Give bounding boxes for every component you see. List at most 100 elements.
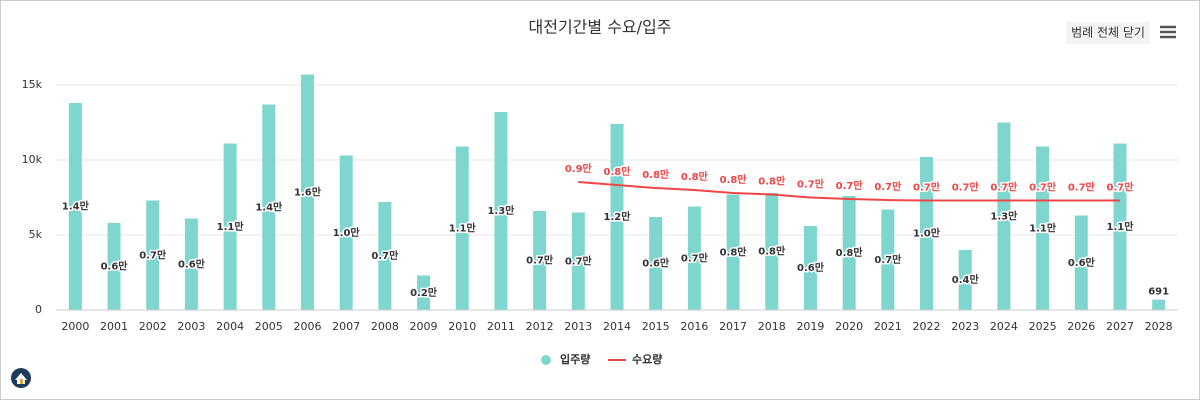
x-tick-label: 2026 bbox=[1067, 320, 1095, 333]
y-tick-label: 15k bbox=[22, 78, 43, 91]
x-tick-label: 2009 bbox=[410, 320, 438, 333]
data-label: 0.7만 bbox=[990, 181, 1018, 194]
bar bbox=[765, 193, 779, 310]
data-label: 0.6만 bbox=[1068, 256, 1096, 269]
data-label: 1.2만 bbox=[604, 210, 632, 223]
data-label: 0.7만 bbox=[371, 249, 399, 262]
bar bbox=[184, 218, 198, 310]
data-label: 0.7만 bbox=[874, 253, 902, 266]
data-label: 1.1만 bbox=[1029, 221, 1057, 234]
bar bbox=[146, 200, 160, 310]
data-label: 1.1만 bbox=[217, 220, 245, 233]
bar bbox=[1113, 143, 1127, 310]
bar bbox=[223, 143, 237, 310]
x-tick-label: 2006 bbox=[293, 320, 321, 333]
data-label: 0.7만 bbox=[1029, 181, 1057, 194]
data-label: 0.8만 bbox=[681, 170, 709, 183]
x-tick-label: 2004 bbox=[216, 320, 244, 333]
y-tick-label: 10k bbox=[22, 153, 43, 166]
x-tick-label: 2002 bbox=[139, 320, 167, 333]
data-label: 0.7만 bbox=[1068, 181, 1096, 194]
data-label: 0.7만 bbox=[139, 248, 167, 261]
x-tick-label: 2011 bbox=[487, 320, 515, 333]
y-tick-label: 5k bbox=[29, 228, 43, 241]
bar bbox=[494, 112, 508, 310]
x-tick-label: 2014 bbox=[603, 320, 631, 333]
data-label: 0.7만 bbox=[874, 180, 902, 193]
x-tick-label: 2019 bbox=[796, 320, 824, 333]
data-label: 0.7만 bbox=[526, 254, 554, 267]
bar bbox=[107, 223, 121, 310]
bar bbox=[687, 206, 701, 310]
data-label: 0.8만 bbox=[720, 245, 748, 258]
legend-toggle-button[interactable] bbox=[1066, 22, 1150, 44]
data-label: 0.2만 bbox=[410, 286, 438, 299]
data-label: 0.7만 bbox=[681, 251, 709, 264]
bar bbox=[649, 217, 663, 310]
data-label: 0.8만 bbox=[758, 175, 786, 188]
chart-title: 대전기간별 수요/입주 bbox=[529, 18, 672, 37]
data-label: 0.7만 bbox=[836, 179, 864, 192]
x-tick-label: 2012 bbox=[526, 320, 554, 333]
bar bbox=[726, 194, 740, 310]
x-tick-label: 2008 bbox=[371, 320, 399, 333]
y-tick-label: 0 bbox=[35, 303, 42, 316]
x-tick-label: 2016 bbox=[680, 320, 708, 333]
legend-toggle-label[interactable]: 범례 전체 닫기 bbox=[1071, 26, 1145, 40]
data-label: 0.8만 bbox=[758, 245, 786, 258]
data-label: 0.9만 bbox=[565, 162, 593, 175]
bar bbox=[920, 157, 934, 310]
x-tick-label: 2010 bbox=[448, 320, 476, 333]
menu-icon[interactable] bbox=[1160, 25, 1176, 39]
bar bbox=[455, 146, 469, 310]
data-label: 0.8만 bbox=[604, 165, 632, 178]
data-label: 0.6만 bbox=[642, 257, 670, 270]
bar bbox=[1152, 299, 1166, 310]
data-label: 1.0만 bbox=[333, 226, 361, 239]
data-label: 1.0만 bbox=[913, 227, 941, 240]
data-label: 1.4만 bbox=[255, 200, 283, 213]
data-label: 0.4만 bbox=[952, 273, 980, 286]
x-tick-label: 2020 bbox=[835, 320, 863, 333]
x-tick-label: 2003 bbox=[177, 320, 205, 333]
x-tick-label: 2028 bbox=[1145, 320, 1173, 333]
data-label: 1.1만 bbox=[1107, 220, 1135, 233]
bar bbox=[339, 155, 353, 310]
line bbox=[578, 181, 1120, 202]
data-label: 0.7만 bbox=[952, 181, 980, 194]
bar bbox=[803, 226, 817, 310]
data-label: 0.8만 bbox=[720, 173, 748, 186]
x-tick-label: 2024 bbox=[990, 320, 1018, 333]
data-label: 0.7만 bbox=[1107, 181, 1135, 194]
data-label: 0.6만 bbox=[797, 261, 825, 274]
x-tick-label: 2018 bbox=[758, 320, 786, 333]
x-tick-label: 2023 bbox=[951, 320, 979, 333]
bar bbox=[417, 275, 431, 310]
bar bbox=[610, 124, 624, 310]
x-tick-label: 2005 bbox=[255, 320, 283, 333]
data-label: 0.6만 bbox=[178, 257, 206, 270]
data-label: 0.8만 bbox=[836, 246, 864, 259]
data-label: 1.6만 bbox=[294, 185, 322, 198]
bar bbox=[1074, 215, 1088, 310]
x-tick-label: 2022 bbox=[913, 320, 941, 333]
x-tick-label: 2001 bbox=[100, 320, 128, 333]
x-tick-label: 2017 bbox=[719, 320, 747, 333]
data-label: 0.7만 bbox=[913, 181, 941, 194]
data-label: 1.1만 bbox=[449, 221, 477, 234]
logo-icon bbox=[11, 368, 31, 388]
x-tick-label: 2021 bbox=[874, 320, 902, 333]
data-label: 0.7만 bbox=[565, 254, 593, 267]
data-label: 0.6만 bbox=[101, 260, 129, 273]
bar bbox=[958, 250, 972, 310]
data-label: 691 bbox=[1148, 287, 1169, 298]
bar bbox=[571, 212, 585, 310]
x-tick-label: 2013 bbox=[564, 320, 592, 333]
x-tick-label: 2007 bbox=[332, 320, 360, 333]
bar bbox=[68, 103, 82, 310]
data-label: 1.4만 bbox=[62, 200, 90, 213]
bar bbox=[997, 122, 1011, 310]
legend-marker bbox=[541, 355, 551, 365]
